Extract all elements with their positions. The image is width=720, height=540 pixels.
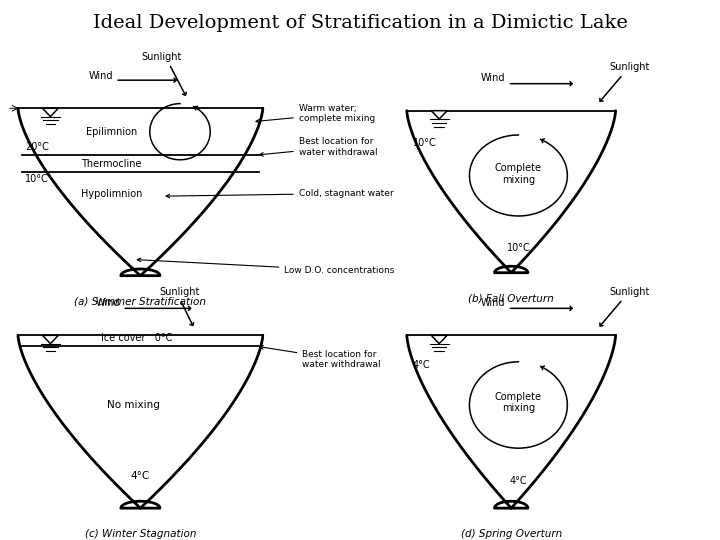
Text: 10°C: 10°C xyxy=(507,244,530,253)
Text: (d) Spring Overturn: (d) Spring Overturn xyxy=(461,529,562,539)
Text: Sunlight: Sunlight xyxy=(142,52,182,62)
Text: 4°C: 4°C xyxy=(510,476,527,486)
Polygon shape xyxy=(42,335,58,343)
Text: (a) Summer Stratification: (a) Summer Stratification xyxy=(74,296,207,306)
Text: Wind: Wind xyxy=(481,298,505,308)
Text: Sunlight: Sunlight xyxy=(160,287,200,297)
Text: Cold, stagnant water: Cold, stagnant water xyxy=(166,189,393,198)
Text: No mixing: No mixing xyxy=(107,400,160,410)
Text: Thermocline: Thermocline xyxy=(81,159,142,168)
Text: Low D.O. concentrations: Low D.O. concentrations xyxy=(138,258,395,275)
Text: Wind: Wind xyxy=(96,298,120,308)
Text: Sunlight: Sunlight xyxy=(610,287,650,297)
Text: Ideal Development of Stratification in a Dimictic Lake: Ideal Development of Stratification in a… xyxy=(93,14,627,31)
Text: Wind: Wind xyxy=(481,73,505,83)
Text: (c) Winter Stagnation: (c) Winter Stagnation xyxy=(85,529,196,539)
Text: Ice cover   0°C: Ice cover 0°C xyxy=(101,333,173,343)
Text: (b) Fall Overturn: (b) Fall Overturn xyxy=(468,293,554,303)
Text: Complete
mixing: Complete mixing xyxy=(495,163,542,185)
Text: 4°C: 4°C xyxy=(413,360,430,370)
Text: Sunlight: Sunlight xyxy=(610,63,650,72)
Polygon shape xyxy=(431,335,447,343)
Polygon shape xyxy=(431,111,447,119)
Text: Best location for
water withdrawal: Best location for water withdrawal xyxy=(260,346,381,369)
Polygon shape xyxy=(42,108,58,117)
Text: 20°C: 20°C xyxy=(25,142,49,152)
Text: 10°C: 10°C xyxy=(25,174,49,184)
Text: 4°C: 4°C xyxy=(131,471,150,481)
Text: 10°C: 10°C xyxy=(413,138,436,148)
Text: Epilimnion: Epilimnion xyxy=(86,127,138,137)
Text: Best location for
water withdrawal: Best location for water withdrawal xyxy=(260,137,377,157)
Text: Complete
mixing: Complete mixing xyxy=(495,392,542,413)
Text: Hypolimnion: Hypolimnion xyxy=(81,188,143,199)
Text: Wind: Wind xyxy=(89,71,113,81)
Text: Warm water;
complete mixing: Warm water; complete mixing xyxy=(256,104,375,123)
